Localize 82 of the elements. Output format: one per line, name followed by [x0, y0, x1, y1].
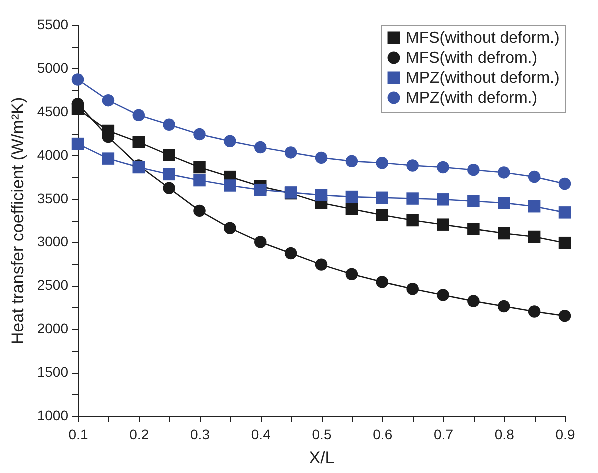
point [163, 182, 176, 194]
point [406, 214, 419, 227]
point [437, 194, 450, 206]
point [194, 204, 206, 218]
point [284, 146, 298, 159]
point [194, 161, 206, 174]
point [498, 166, 510, 179]
point [406, 160, 419, 172]
point [406, 283, 419, 296]
point [224, 180, 236, 192]
point [315, 258, 328, 271]
point [558, 178, 572, 190]
point [558, 310, 572, 322]
y-tick-label: 4500 [37, 103, 69, 120]
legend-label: MPZ(with deform.) [406, 90, 538, 107]
y-tick-label: 5000 [37, 60, 69, 76]
y-tick-label: 1500 [37, 364, 69, 380]
x-tick-label: 0.8 [494, 426, 515, 442]
y-axis-title: Heat transfer coefficient (W/m²K) [8, 97, 28, 345]
point [346, 190, 358, 204]
point [437, 289, 450, 302]
point [163, 149, 176, 162]
point [468, 295, 480, 308]
point [346, 155, 358, 168]
point [315, 189, 328, 202]
point [102, 94, 115, 107]
point [528, 170, 541, 184]
point [558, 206, 572, 219]
point [72, 74, 84, 86]
y-tick-label: 2500 [37, 277, 69, 294]
y-tick-label: 2000 [37, 320, 69, 337]
point [194, 128, 206, 141]
point [254, 184, 267, 196]
point [163, 168, 176, 181]
point [558, 236, 572, 250]
point [528, 306, 541, 318]
point [498, 227, 510, 240]
point [315, 152, 328, 164]
point [284, 247, 298, 260]
point [102, 152, 115, 165]
point [528, 230, 541, 244]
y-tick-label: 3000 [37, 234, 69, 250]
point [132, 109, 145, 122]
point [498, 197, 510, 210]
point [224, 135, 236, 148]
point [437, 161, 450, 174]
point [132, 136, 145, 148]
point [346, 268, 358, 280]
x-tick-label: 0.5 [312, 426, 332, 442]
point [254, 236, 267, 248]
x-axis-title: X/L [309, 448, 335, 468]
point [498, 300, 510, 313]
point [468, 195, 480, 208]
x-tick-label: 0.1 [68, 426, 88, 442]
point [72, 138, 84, 150]
point [376, 209, 388, 222]
point [194, 174, 206, 187]
point [437, 218, 450, 231]
point [224, 222, 236, 234]
point [468, 223, 480, 236]
point [528, 200, 541, 213]
x-tick-label: 0.4 [251, 426, 272, 442]
point [254, 141, 267, 154]
x-tick-label: 0.6 [373, 426, 393, 442]
point [376, 157, 388, 170]
y-tick-label: 5500 [37, 16, 69, 32]
point [163, 118, 176, 132]
x-tick-label: 0.7 [434, 426, 454, 442]
y-tick-label: 1000 [37, 408, 69, 424]
x-tick-label: 0.3 [190, 426, 210, 442]
legend-label: MFS(with defrom.) [406, 50, 538, 67]
y-tick-label: 4000 [37, 146, 69, 163]
y-tick-label: 3500 [37, 190, 69, 206]
x-tick-label: 0.2 [130, 426, 150, 442]
point [346, 203, 358, 216]
legend-label: MFS(without deform.) [406, 30, 560, 47]
point [406, 192, 419, 205]
x-tick-label: 0.9 [556, 426, 576, 442]
point [376, 192, 388, 204]
legend-label: MPZ(without deform.) [406, 70, 560, 87]
point [468, 164, 480, 176]
point [376, 276, 388, 288]
